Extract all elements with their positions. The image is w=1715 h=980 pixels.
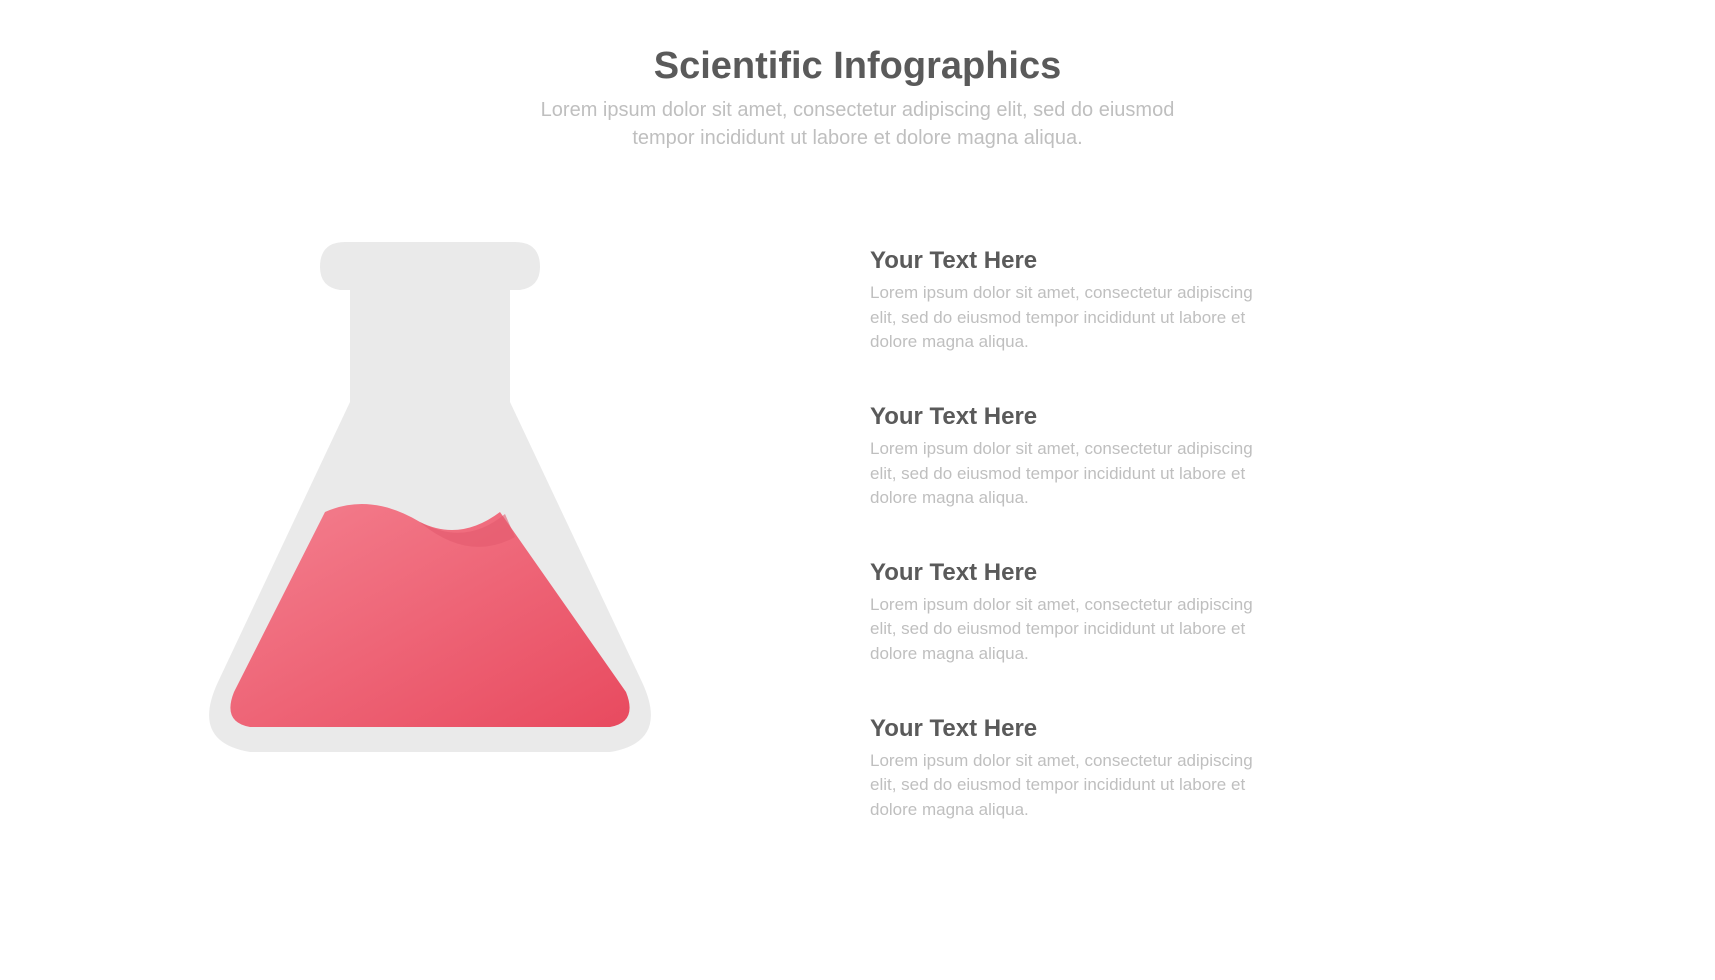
text-item: Your Text Here Lorem ipsum dolor sit ame… [870, 403, 1525, 511]
item-title: Your Text Here [870, 403, 1525, 431]
item-body: Lorem ipsum dolor sit amet, consectetur … [870, 437, 1270, 511]
page-subtitle: Lorem ipsum dolor sit amet, consectetur … [538, 96, 1178, 152]
flask-icon [190, 232, 670, 762]
text-item: Your Text Here Lorem ipsum dolor sit ame… [870, 247, 1525, 355]
content-area: Your Text Here Lorem ipsum dolor sit ame… [0, 232, 1715, 871]
item-body: Lorem ipsum dolor sit amet, consectetur … [870, 749, 1270, 823]
item-title: Your Text Here [870, 559, 1525, 587]
text-item: Your Text Here Lorem ipsum dolor sit ame… [870, 559, 1525, 667]
text-item: Your Text Here Lorem ipsum dolor sit ame… [870, 715, 1525, 823]
header: Scientific Infographics Lorem ipsum dolo… [0, 0, 1715, 152]
text-items-list: Your Text Here Lorem ipsum dolor sit ame… [870, 232, 1525, 871]
item-title: Your Text Here [870, 715, 1525, 743]
page-title: Scientific Infographics [0, 45, 1715, 88]
item-body: Lorem ipsum dolor sit amet, consectetur … [870, 593, 1270, 667]
flask-illustration [190, 232, 670, 762]
item-body: Lorem ipsum dolor sit amet, consectetur … [870, 281, 1270, 355]
item-title: Your Text Here [870, 247, 1525, 275]
